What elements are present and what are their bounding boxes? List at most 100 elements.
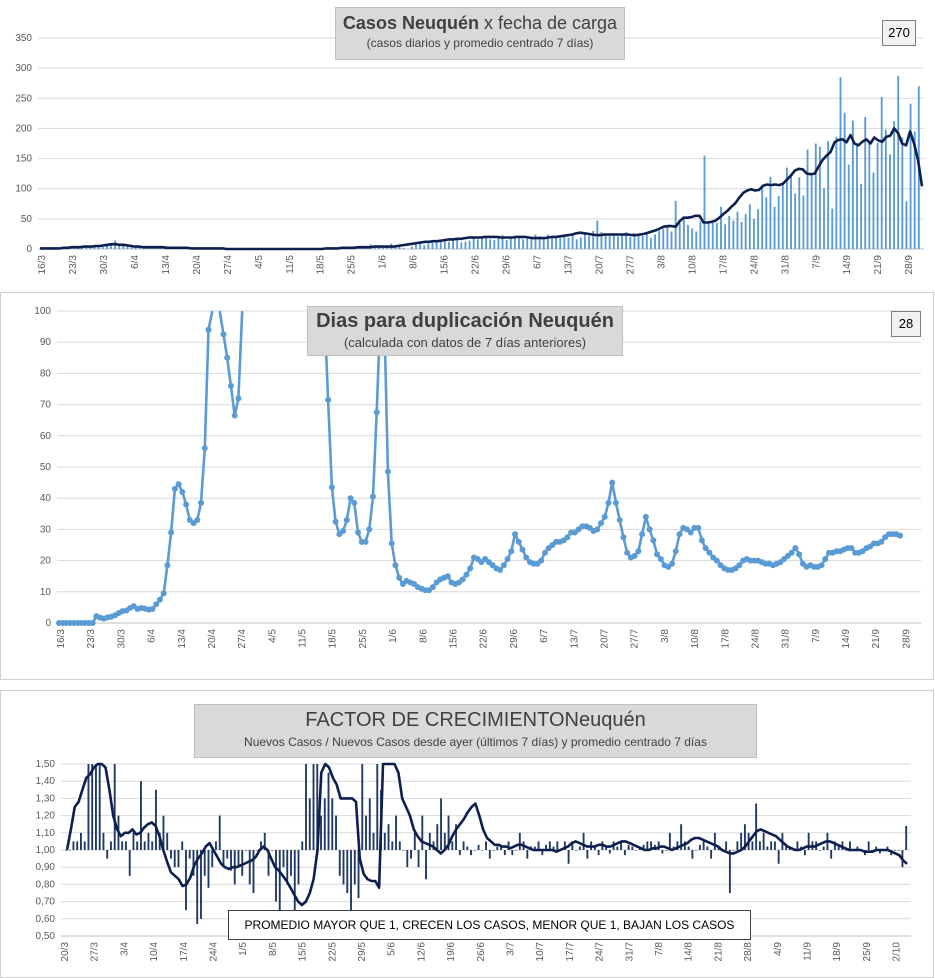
doubling-point <box>328 484 335 491</box>
cases-bar <box>897 75 900 249</box>
growth-bar <box>342 850 345 885</box>
cases-bar <box>122 245 125 249</box>
growth-bar <box>556 841 559 850</box>
growth-bar <box>398 841 401 850</box>
cases-bar <box>138 247 141 249</box>
growth-chart-subtitle: Nuevos Casos / Nuevos Casos desde ayer (… <box>244 735 707 749</box>
growth-ytick-label: 0,90 <box>36 862 56 873</box>
doubling-point <box>736 562 743 569</box>
growth-bar <box>410 850 412 859</box>
growth-bar <box>766 846 769 850</box>
growth-xtick-label: 3/7 <box>506 942 517 956</box>
doubling-point <box>504 556 511 563</box>
doubling-point <box>515 538 522 545</box>
cases-average-line <box>40 127 924 251</box>
cases-ytick-label: 350 <box>15 33 32 44</box>
cases-bar <box>682 217 685 249</box>
cases-xtick-label: 10/8 <box>687 255 698 275</box>
growth-bar <box>443 832 446 850</box>
doubling-point <box>878 538 885 545</box>
growth-ytick-label: 1,40 <box>36 776 56 787</box>
doubling-point <box>706 549 713 556</box>
growth-bar <box>110 841 112 850</box>
growth-bar <box>477 844 480 850</box>
growth-bar <box>807 832 810 850</box>
doubling-point <box>676 531 683 538</box>
doubling-xtick-label: 16/3 <box>56 629 67 649</box>
growth-bar <box>642 844 645 850</box>
cases-xtick-label: 23/3 <box>68 255 79 275</box>
doubling-xtick-label: 14/9 <box>841 629 852 649</box>
doubling-point <box>698 537 705 544</box>
doubling-xtick-label: 30/3 <box>116 629 127 649</box>
doubling-point <box>541 549 548 556</box>
cases-bar <box>761 187 764 249</box>
doubling-xtick-label: 20/7 <box>599 629 610 649</box>
cases-bar <box>884 129 887 249</box>
growth-bar <box>297 850 300 885</box>
cases-bar <box>790 176 792 249</box>
doubling-xtick-label: 15/6 <box>449 629 460 649</box>
doubling-xtick-label: 6/4 <box>147 629 158 643</box>
cases-bar <box>637 233 640 249</box>
doubling-xtick-label: 27/7 <box>630 629 641 649</box>
cases-bar <box>794 193 797 249</box>
doubling-point <box>508 548 515 555</box>
cases-bar <box>703 155 706 249</box>
growth-bar <box>372 832 375 850</box>
doubling-point <box>654 551 661 558</box>
growth-bar <box>698 844 701 850</box>
doubling-xtick-label: 28/9 <box>901 629 912 649</box>
growth-bar <box>211 850 214 868</box>
doubling-xtick-label: 23/3 <box>86 629 97 649</box>
cases-bar <box>472 238 475 249</box>
growth-bar <box>451 841 454 850</box>
growth-bar <box>702 841 705 850</box>
growth-average-line <box>65 762 908 907</box>
cases-bar <box>427 243 430 249</box>
growth-bar <box>200 850 202 919</box>
cases-bar <box>394 247 397 249</box>
cases-bar <box>889 154 891 249</box>
growth-bar <box>293 850 296 919</box>
growth-xtick-label: 4/9 <box>773 942 784 956</box>
growth-bar <box>413 832 416 850</box>
doubling-point <box>351 499 358 506</box>
cases-bar <box>571 234 574 249</box>
growth-bar <box>113 764 116 850</box>
growth-bar <box>286 850 289 885</box>
growth-bar <box>818 850 821 851</box>
doubling-xtick-label: 8/6 <box>418 629 429 643</box>
doubling-point <box>612 499 619 506</box>
cases-bar <box>534 234 537 249</box>
doubling-point <box>183 501 190 508</box>
cases-bar <box>452 239 455 249</box>
doubling-ytick-label: 80 <box>40 368 52 379</box>
cases-bar <box>460 242 463 249</box>
growth-xtick-label: 17/7 <box>565 942 576 962</box>
growth-annotation-box: PROMEDIO MAYOR QUE 1, CRECEN LOS CASOS, … <box>228 910 751 940</box>
doubling-point <box>220 331 227 338</box>
cases-xtick-label: 7/9 <box>811 255 822 269</box>
growth-xtick-label: 31/7 <box>624 942 635 962</box>
doubling-point <box>616 517 623 524</box>
cases-xtick-label: 6/7 <box>533 255 544 269</box>
cases-bar <box>802 195 805 249</box>
growth-ytick-label: 1,00 <box>36 845 56 856</box>
growth-xtick-label: 5/6 <box>387 942 398 956</box>
doubling-xtick-label: 6/7 <box>539 629 550 643</box>
cases-chart-subtitle: (casos diarios y promedio centrado 7 día… <box>366 36 594 50</box>
growth-bar <box>166 832 169 850</box>
cases-bar <box>773 206 776 249</box>
doubling-xtick-label: 4/5 <box>267 629 278 643</box>
growth-bar <box>338 850 341 876</box>
growth-bar <box>736 841 739 850</box>
doubling-ytick-label: 20 <box>40 556 52 567</box>
doubling-point <box>384 468 391 475</box>
growth-bar <box>856 846 859 850</box>
doubling-point <box>235 395 242 402</box>
growth-bar <box>597 850 600 856</box>
growth-bar <box>845 850 848 851</box>
growth-xtick-label: 12/6 <box>416 942 427 962</box>
doubling-ytick-label: 70 <box>40 400 52 411</box>
